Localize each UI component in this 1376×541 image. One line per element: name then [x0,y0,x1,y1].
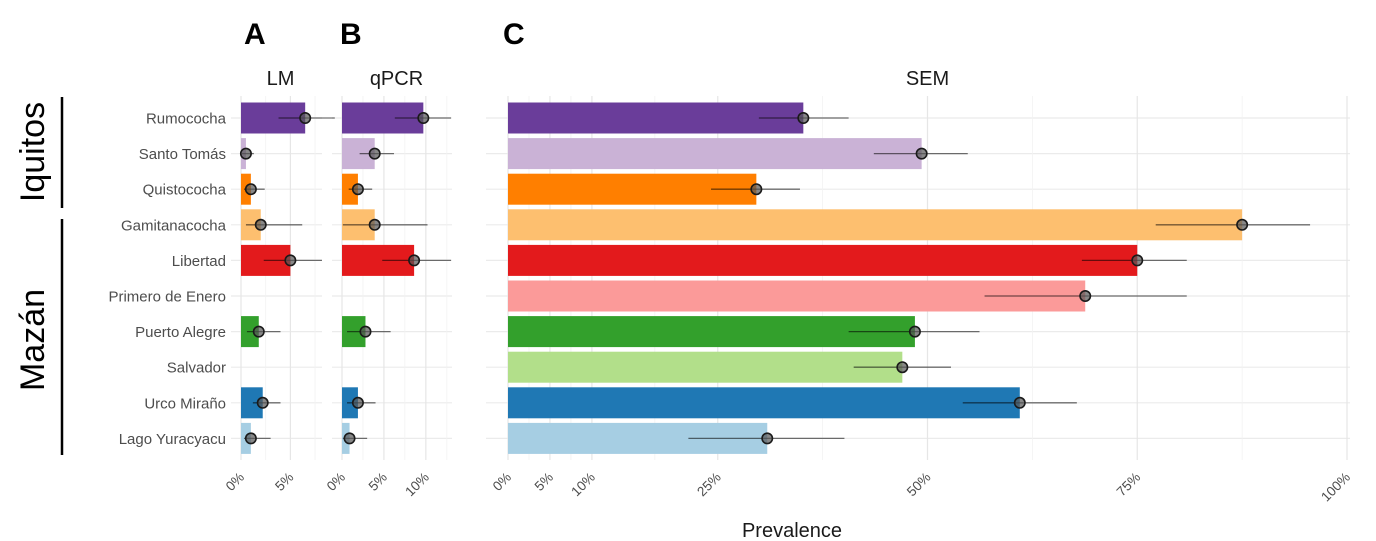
point-estimate-lm [252,325,265,338]
point-estimate-lm [239,147,252,160]
bar-sem [508,138,922,170]
tick-label-lm: 5% [272,470,296,494]
category-label: Puerto Alegre [135,324,226,341]
category-label: Primero de Enero [108,289,226,306]
tick-label-sem: 0% [490,470,514,494]
category-label: Rumococha [146,111,227,128]
point-estimate-sem [1236,218,1249,231]
category-label: Quistococha [143,182,227,199]
point-estimate-sem [915,147,928,160]
bars-layer [241,102,1243,454]
point-estimate-lm [299,112,312,125]
tick-label-sem: 10% [568,470,598,500]
panel-title-sem: SEM [906,68,949,90]
tick-label-sem: 5% [532,470,556,494]
bar-sem [508,351,903,383]
point-estimate-qpcr [351,396,364,409]
x-axis-label: Prevalence [742,520,842,541]
category-label: Urco Miraño [144,395,226,412]
category-label: Santo Tomás [139,146,226,163]
point-estimate-qpcr [343,432,356,445]
panel-letter-lm: A [244,18,266,51]
point-estimate-qpcr [351,183,364,196]
point-estimate-sem [761,432,774,445]
tick-label-qpcr: 0% [324,470,348,494]
point-estimate-sem [797,112,810,125]
category-label: Libertad [172,253,226,270]
point-estimate-lm [256,396,269,409]
region-label-iquitos: Iquitos [14,102,52,202]
point-estimate-lm [254,218,267,231]
tick-label-sem: 25% [694,470,724,500]
tick-label-qpcr: 5% [366,470,390,494]
tick-label-sem: 50% [904,470,934,500]
bar-sem [508,244,1138,276]
tick-label-sem: 75% [1114,470,1144,500]
tick-label-qpcr: 10% [402,470,432,500]
point-estimate-qpcr [359,325,372,338]
bar-sem [508,387,1020,419]
point-estimate-sem [1131,254,1144,267]
region-label-mazan: Mazán [14,289,52,391]
category-label: Gamitanacocha [121,217,227,234]
point-estimate-qpcr [368,218,381,231]
point-estimate-sem [1013,396,1026,409]
tick-label-lm: 0% [223,470,247,494]
panel-title-qpcr: qPCR [370,68,423,90]
grid-layer [231,96,1350,460]
bar-lm [241,387,263,419]
panel-letter-sem: C [503,18,525,51]
panel-title-lm: LM [267,68,295,90]
point-estimate-lm [284,254,297,267]
point-estimate-sem [896,361,909,374]
point-estimate-sem [750,183,763,196]
points-layer [239,112,1249,445]
category-label: Salvador [167,360,226,377]
bar-sem [508,316,915,348]
point-estimate-qpcr [408,254,421,267]
bar-sem [508,209,1243,241]
point-estimate-lm [244,432,257,445]
point-estimate-sem [908,325,921,338]
panel-letter-qpcr: B [340,18,362,51]
category-label: Lago Yuracyacu [119,431,226,448]
tick-label-sem: 100% [1318,470,1353,505]
point-estimate-lm [244,183,257,196]
point-estimate-qpcr [417,112,430,125]
error-bars-layer [241,117,1311,440]
point-estimate-qpcr [368,147,381,160]
bar-sem [508,102,804,134]
point-estimate-sem [1079,289,1092,302]
